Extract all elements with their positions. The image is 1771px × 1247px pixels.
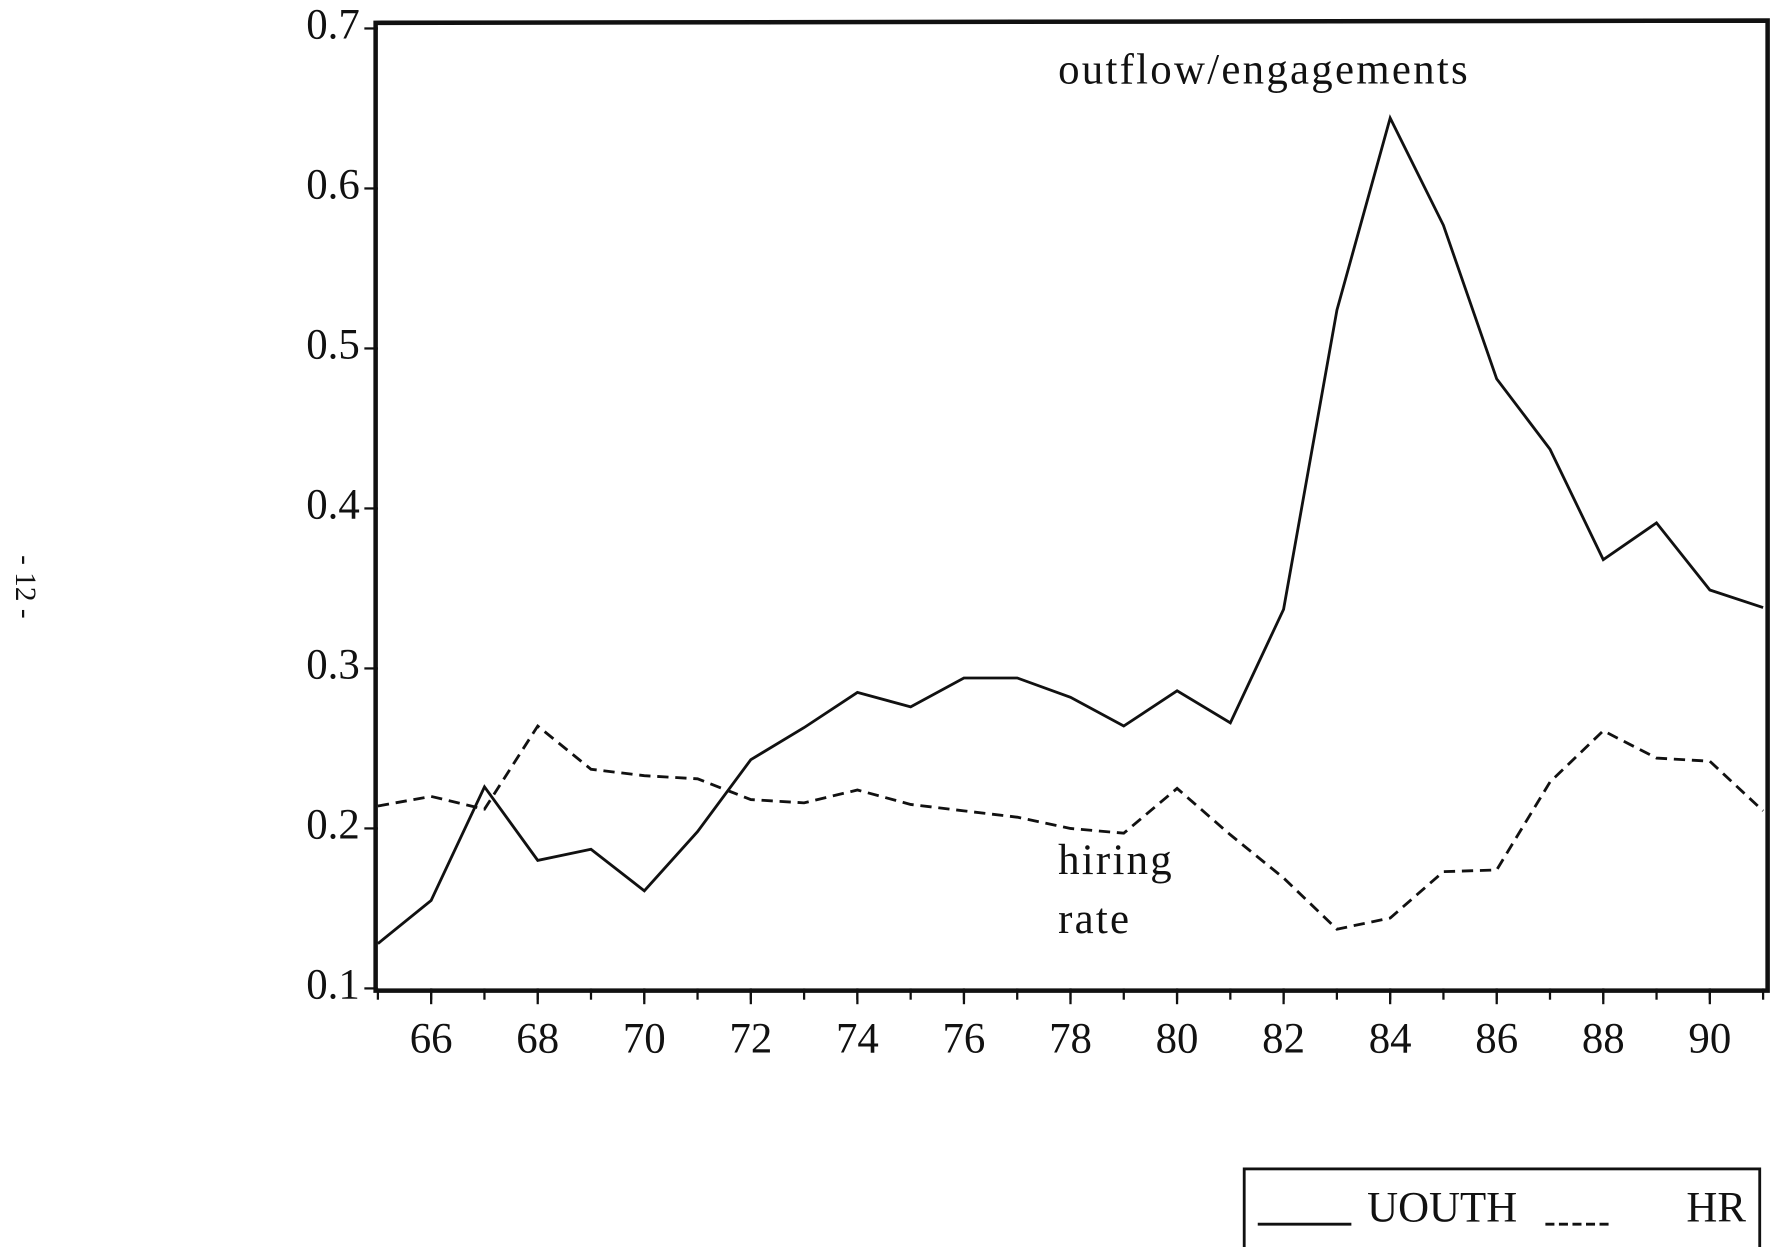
annotation: outflow/engagements bbox=[1058, 46, 1470, 93]
series-line bbox=[377, 723, 1765, 931]
y-tick-label: 0.3 bbox=[306, 641, 360, 688]
x-tick-label: 86 bbox=[1475, 1015, 1518, 1062]
y-tick-label: 0.6 bbox=[306, 161, 360, 208]
annotation: rate bbox=[1058, 896, 1131, 943]
x-tick-label: 76 bbox=[943, 1015, 986, 1062]
x-tick-label: 70 bbox=[623, 1015, 666, 1062]
legend-label: HR bbox=[1686, 1185, 1746, 1232]
plot-frame bbox=[373, 18, 1770, 993]
y-tick-label: 0.2 bbox=[306, 801, 360, 848]
x-tick-label: 84 bbox=[1369, 1015, 1412, 1062]
legend-box bbox=[1242, 1167, 1762, 1247]
x-tick-label: 80 bbox=[1156, 1015, 1199, 1062]
x-tick-label: 78 bbox=[1049, 1015, 1092, 1062]
legend-label: UOUTH bbox=[1367, 1185, 1517, 1232]
annotation: hiring bbox=[1058, 837, 1174, 884]
y-tick-label: 0.7 bbox=[306, 1, 360, 48]
x-tick-label: 82 bbox=[1262, 1015, 1305, 1062]
x-tick-label: 74 bbox=[836, 1015, 879, 1062]
x-tick-label: 90 bbox=[1688, 1015, 1731, 1062]
x-tick-label: 72 bbox=[729, 1015, 772, 1062]
y-tick-label: 0.5 bbox=[306, 321, 360, 368]
y-tick-label: 0.1 bbox=[306, 961, 360, 1008]
y-tick-label: 0.4 bbox=[306, 481, 360, 528]
x-tick-label: 66 bbox=[410, 1015, 453, 1062]
series-line bbox=[377, 114, 1764, 945]
x-tick-label: 68 bbox=[516, 1015, 559, 1062]
page-number: - 12 - bbox=[9, 555, 41, 619]
x-tick-label: 88 bbox=[1582, 1015, 1625, 1062]
